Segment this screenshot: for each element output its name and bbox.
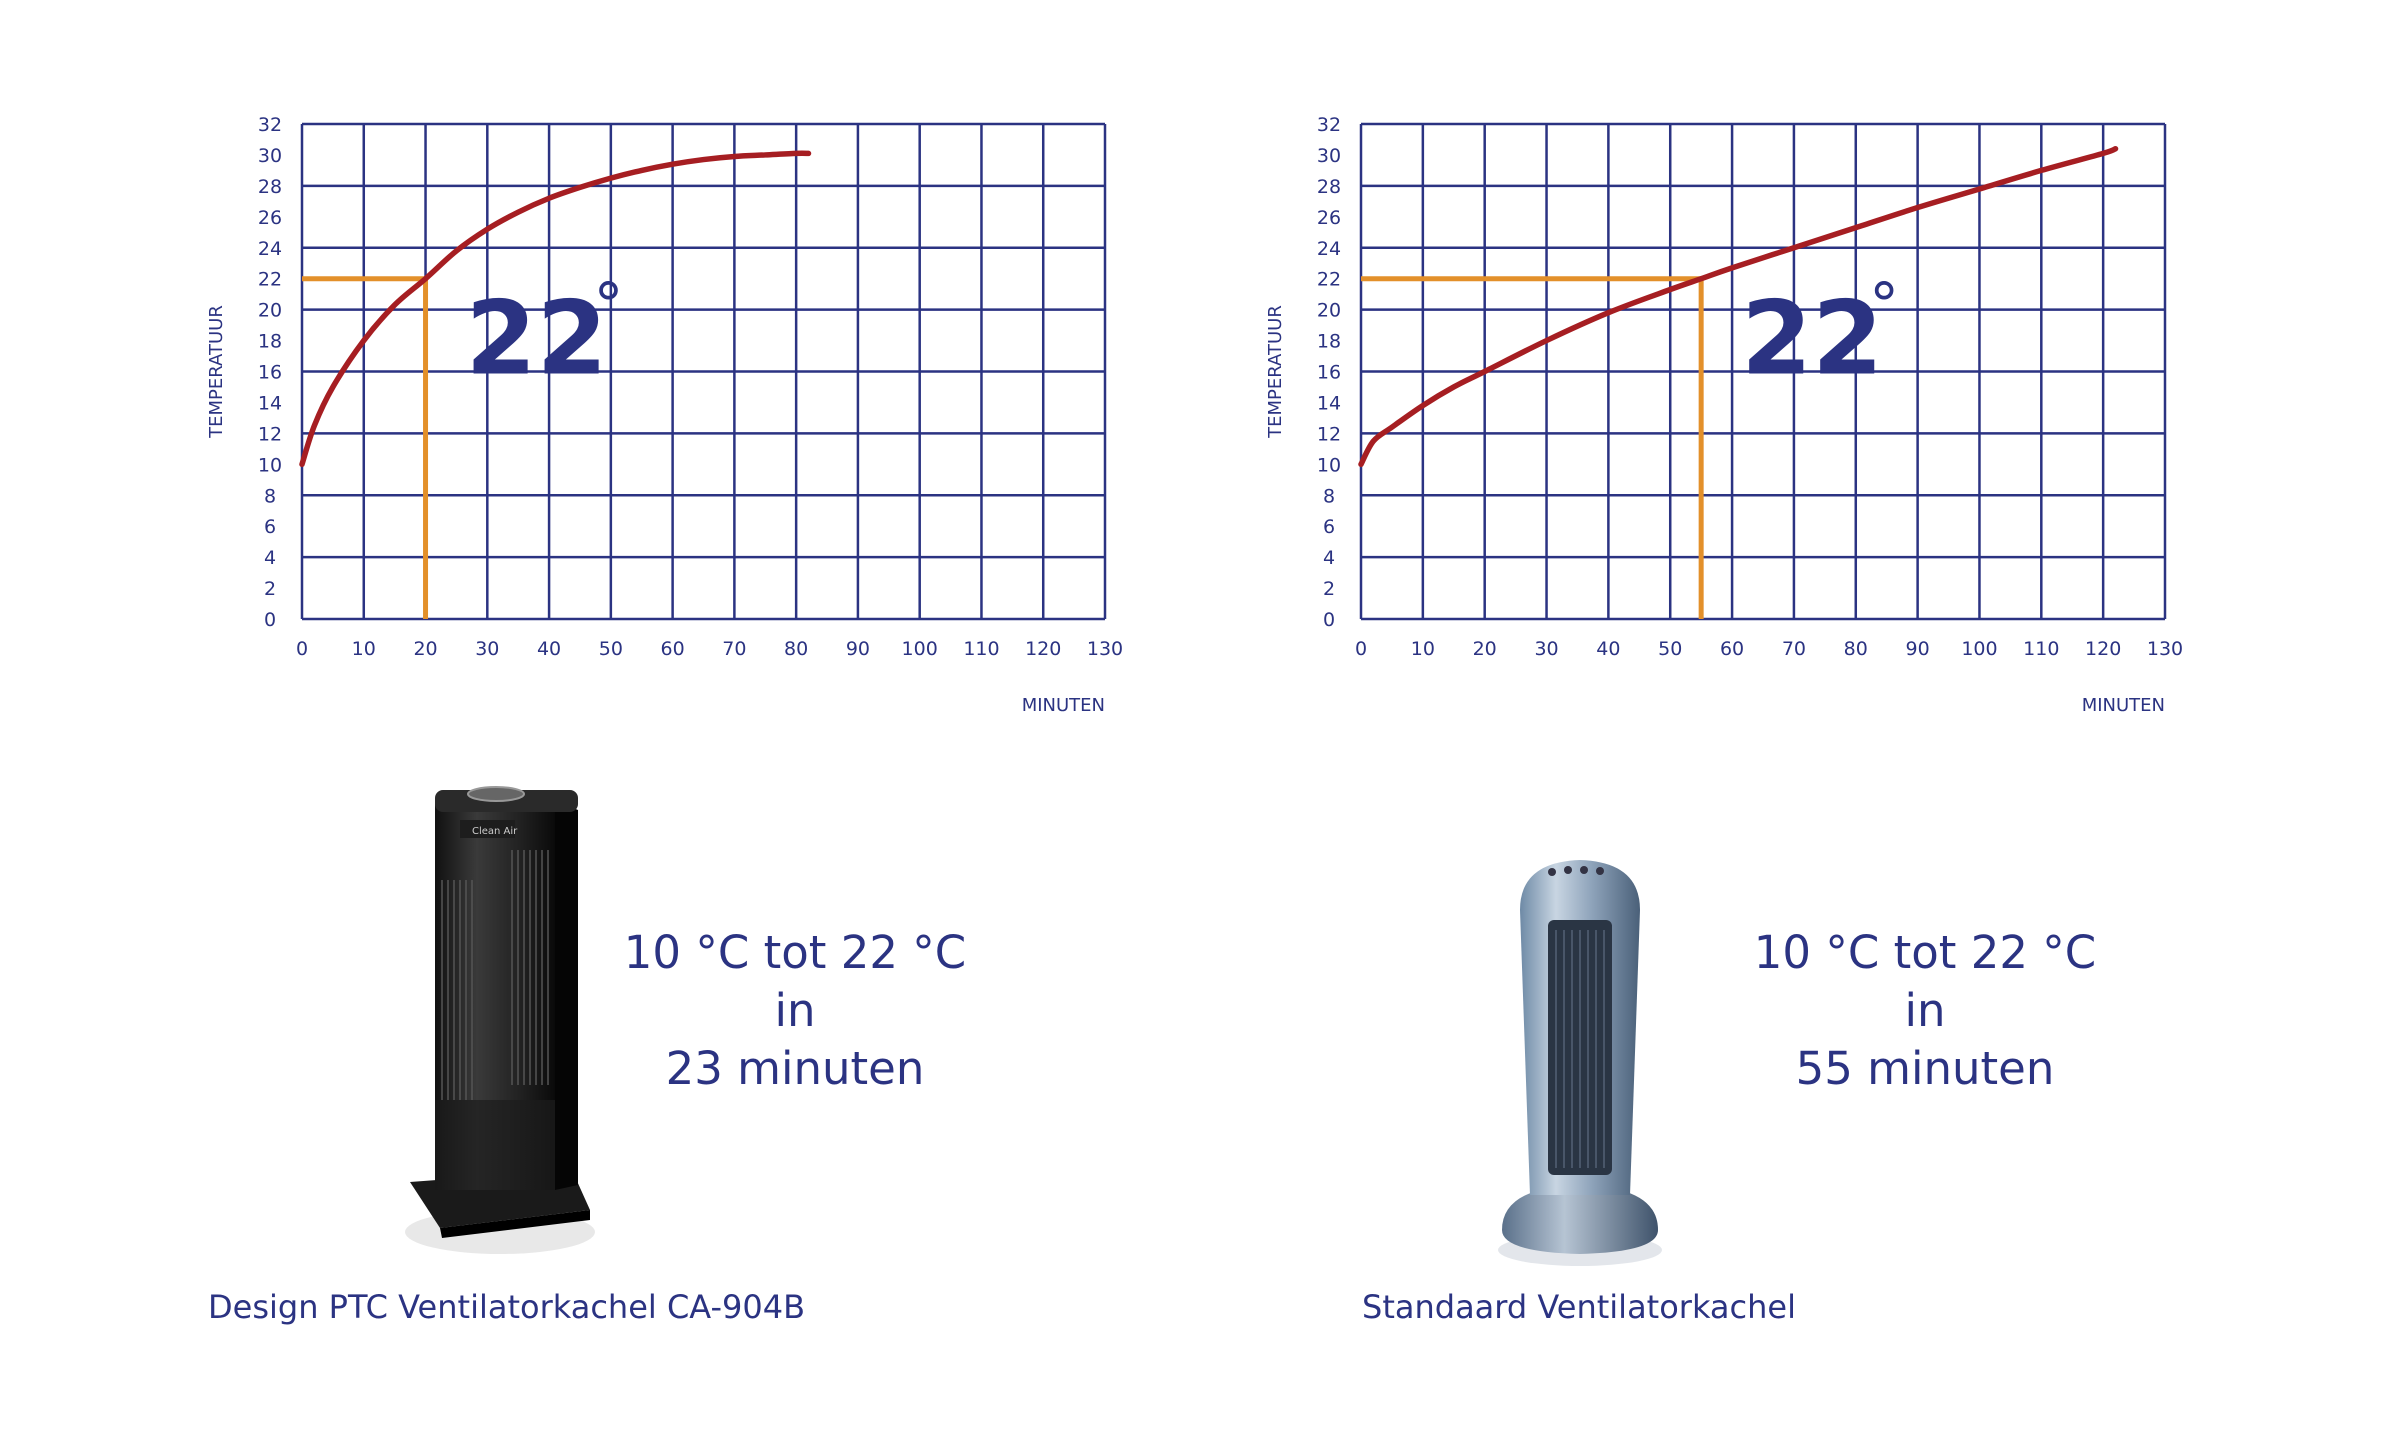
result-standard-range: 10 °C tot 22 °C	[1753, 926, 2097, 979]
tower-heater-black-icon: Clean Air	[405, 786, 595, 1254]
annotation-22: 22	[1741, 280, 1883, 399]
x-tick-label: 130	[2147, 638, 2183, 660]
y-axis-label: TEMPERATUUR	[1265, 305, 1286, 439]
x-tick-label: 50	[599, 638, 623, 660]
annotation-degree-icon: °	[594, 271, 624, 341]
x-tick-label: 20	[1473, 638, 1497, 660]
y-tick-label: 16	[1317, 362, 1341, 384]
y-tick-label: 2	[1323, 578, 1335, 600]
y-tick-label: 22	[258, 269, 282, 291]
y-tick-label: 26	[258, 207, 282, 229]
x-axis-label: MINUTEN	[1022, 695, 1105, 716]
y-tick-label: 24	[1317, 238, 1341, 260]
annotation-degree-icon: °	[1869, 271, 1899, 341]
x-tick-label: 50	[1658, 638, 1682, 660]
series-line	[1358, 146, 2119, 468]
heater-logo: Clean Air	[472, 826, 518, 837]
caption-standard-heater: Standaard Ventilatorkachel	[1362, 1288, 1796, 1326]
x-tick-label: 10	[1411, 638, 1435, 660]
x-tick-label: 100	[1961, 638, 1997, 660]
y-tick-label: 16	[258, 362, 282, 384]
x-tick-label: 110	[2023, 638, 2059, 660]
x-tick-label: 0	[1355, 638, 1367, 660]
y-tick-label: 14	[258, 392, 282, 414]
x-tick-label: 100	[902, 638, 938, 660]
y-tick-label: 4	[264, 547, 276, 569]
x-tick-label: 60	[661, 638, 685, 660]
x-tick-label: 40	[1596, 638, 1620, 660]
x-tick-label: 40	[537, 638, 561, 660]
result-standard-duration: 55 minuten	[1795, 1042, 2055, 1095]
y-tick-label: 28	[1317, 176, 1341, 198]
result-fast-duration: 23 minuten	[665, 1042, 925, 1095]
y-tick-label: 22	[1317, 269, 1341, 291]
x-tick-label: 120	[2085, 638, 2121, 660]
x-tick-label: 10	[352, 638, 376, 660]
y-tick-label: 30	[1317, 145, 1341, 167]
y-tick-label: 12	[1317, 423, 1341, 445]
x-tick-label: 90	[846, 638, 870, 660]
tower-heater-silver-icon	[1498, 860, 1662, 1266]
y-tick-label: 26	[1317, 207, 1341, 229]
y-tick-label: 8	[1323, 485, 1335, 507]
y-tick-label: 32	[258, 114, 282, 136]
y-tick-label: 28	[258, 176, 282, 198]
y-tick-label: 24	[258, 238, 282, 260]
x-tick-label: 120	[1025, 638, 1061, 660]
x-tick-label: 80	[784, 638, 808, 660]
result-standard-in: in	[1904, 984, 1946, 1037]
result-standard: 10 °C tot 22 °C in 55 minuten	[1675, 924, 2175, 1098]
y-tick-label: 0	[1323, 609, 1335, 631]
x-tick-label: 20	[413, 638, 437, 660]
x-tick-label: 110	[963, 638, 999, 660]
x-tick-label: 130	[1087, 638, 1123, 660]
y-tick-label: 20	[258, 300, 282, 322]
result-fast-range: 10 °C tot 22 °C	[623, 926, 967, 979]
x-tick-label: 70	[1782, 638, 1806, 660]
y-tick-label: 12	[258, 423, 282, 445]
x-axis-label: MINUTEN	[2082, 695, 2165, 716]
y-tick-label: 10	[1317, 454, 1341, 476]
y-tick-label: 8	[264, 485, 276, 507]
y-tick-label: 32	[1317, 114, 1341, 136]
x-tick-label: 80	[1844, 638, 1868, 660]
y-tick-label: 6	[264, 516, 276, 538]
y-tick-label: 6	[1323, 516, 1335, 538]
y-tick-label: 18	[1317, 331, 1341, 353]
x-tick-label: 70	[722, 638, 746, 660]
x-tick-label: 30	[1534, 638, 1558, 660]
x-tick-label: 90	[1906, 638, 1930, 660]
x-tick-label: 0	[296, 638, 308, 660]
x-tick-label: 60	[1720, 638, 1744, 660]
y-tick-label: 14	[1317, 392, 1341, 414]
caption-fast-heater: Design PTC Ventilatorkachel CA-904B	[208, 1288, 806, 1326]
result-fast: 10 °C tot 22 °C in 23 minuten	[545, 924, 1045, 1098]
y-tick-label: 2	[264, 578, 276, 600]
y-tick-label: 18	[258, 331, 282, 353]
series-line	[299, 150, 812, 468]
y-tick-label: 20	[1317, 300, 1341, 322]
y-tick-label: 30	[258, 145, 282, 167]
y-tick-label: 4	[1323, 547, 1335, 569]
y-axis-label: TEMPERATUUR	[206, 305, 227, 439]
x-tick-label: 30	[475, 638, 499, 660]
annotation-22: 22	[466, 280, 608, 399]
y-tick-label: 10	[258, 454, 282, 476]
y-tick-label: 0	[264, 609, 276, 631]
result-fast-in: in	[774, 984, 816, 1037]
